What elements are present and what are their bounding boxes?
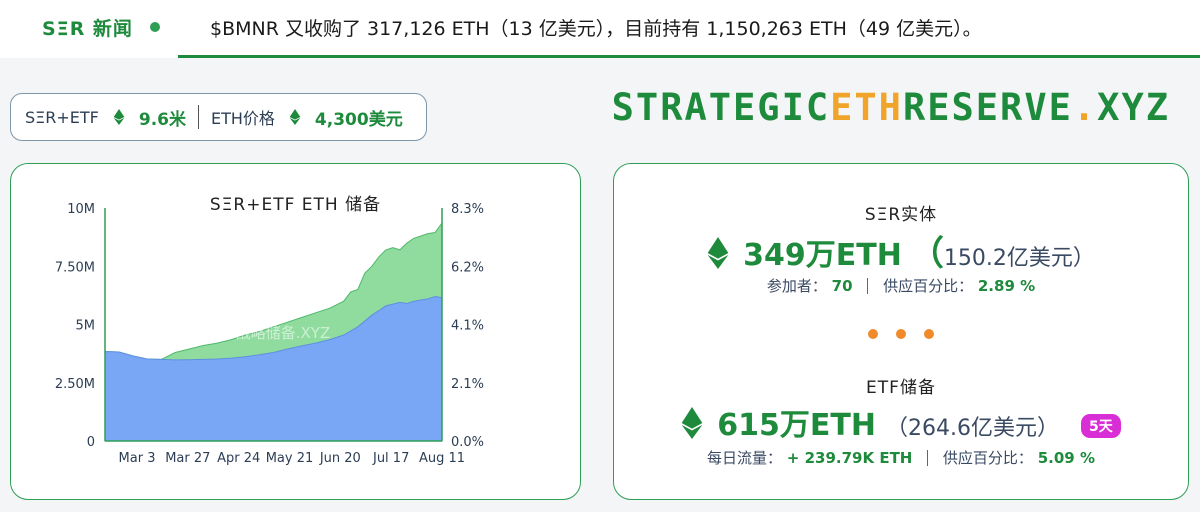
y-tick-label: 7.50M <box>55 260 95 275</box>
x-tick-label: May 21 <box>266 451 314 466</box>
eth-icon <box>113 109 125 125</box>
chart-title: SΞR+ETF ETH 储备 <box>209 195 382 215</box>
y2-tick-label: 4.1% <box>451 319 484 334</box>
eth-icon <box>289 109 301 125</box>
y-tick-label: 2.50M <box>55 377 95 392</box>
eth-price-value: 4,300美元 <box>314 109 403 130</box>
y2-tick-label: 8.3% <box>451 202 484 217</box>
etf-usd-value: （264.6亿美元） <box>885 416 1059 441</box>
etf-supply-label: 供应百分比： <box>942 449 1033 467</box>
ticker-brand: SΞR 新闻 <box>42 18 133 40</box>
x-tick-label: Jul 17 <box>372 451 409 466</box>
etf-details: 每日流量： + 239.79K ETH 供应百分比： 5.09 % <box>614 447 1188 468</box>
ser-amount: 349万ETH <box>743 238 902 273</box>
y-tick-label: 5M <box>76 319 96 334</box>
participants-value: 70 <box>831 277 853 295</box>
ser-etf-label: SΞR+ETF <box>25 107 99 127</box>
stats-pill: SΞR+ETF 9.6米 ETH价格 4,300美元 <box>10 93 427 141</box>
logo-accent: ETH <box>830 86 903 129</box>
y2-tick-label: 6.2% <box>451 260 484 275</box>
ticker-live-dot-icon <box>150 22 160 32</box>
reserve-chart-card: 战略储备.XYZ 0 2.50M 5M 7.50M 10M 0.0% 2.1% 4.1% 6.… <box>10 163 581 500</box>
etf-supply-value: 5.09 % <box>1037 449 1095 467</box>
ser-etf-value: 9.6米 <box>138 109 186 130</box>
eth-icon <box>707 237 729 269</box>
logo-dot: . <box>1072 86 1098 129</box>
etf-amount: 615万ETH <box>717 408 876 443</box>
logo-part: STRATEGIC <box>611 86 831 129</box>
reserve-summary-card: SΞR实体 349万ETH （150.2亿美元） 参加者： 70 供应百分比： 2… <box>613 163 1189 500</box>
ticker-underline <box>178 55 1200 58</box>
site-logo[interactable]: STRATEGICETHRESERVE.XYZ <box>612 86 1170 129</box>
etf-reserve-title: ETF储备 <box>866 378 936 398</box>
daily-flow-value: + 239.79K ETH <box>786 449 913 467</box>
ticker-headline[interactable]: $BMNR 又收购了 317,126 ETH（13 亿美元），目前持有 1,15… <box>210 18 982 40</box>
x-tick-label: Mar 3 <box>119 451 156 466</box>
chart-watermark: 战略储备.XYZ <box>236 324 330 342</box>
news-ticker: SΞR 新闻 $BMNR 又收购了 317,126 ETH（13 亿美元），目前… <box>0 0 1200 58</box>
ser-usd-value: 150.2亿美元） <box>943 246 1095 271</box>
eth-price-label: ETH价格 <box>211 109 275 128</box>
details-divider <box>927 450 929 466</box>
ser-paren: （ <box>909 234 944 274</box>
daily-flow-label: 每日流量： <box>707 449 783 467</box>
x-tick-label: Apr 24 <box>217 451 260 466</box>
ser-entity-title: SΞR实体 <box>864 205 938 225</box>
reserve-area-chart[interactable]: 战略储备.XYZ 0 2.50M 5M 7.50M 10M 0.0% 2.1% 4.1% 6.… <box>11 164 582 501</box>
ser-supply-label: 供应百分比： <box>883 277 974 295</box>
x-tick-label: Mar 27 <box>165 451 210 466</box>
y2-tick-label: 0.0% <box>451 435 484 450</box>
stats-divider <box>198 105 199 129</box>
x-tick-label: Jun 20 <box>319 451 361 466</box>
etf-amount-row: 615万ETH （264.6亿美元） 5天 <box>614 400 1188 444</box>
y-tick-label: 0 <box>87 435 95 450</box>
x-tick-label: Aug 11 <box>419 451 465 466</box>
y2-tick-label: 2.1% <box>451 377 484 392</box>
more-dots-icon <box>614 324 1188 343</box>
details-divider <box>867 278 869 294</box>
logo-part: RESERVE <box>902 86 1073 129</box>
ser-amount-row: 349万ETH （150.2亿美元） <box>614 226 1188 275</box>
participants-label: 参加者： <box>766 277 827 295</box>
y-tick-label: 10M <box>67 202 95 217</box>
eth-icon <box>681 407 703 439</box>
ser-details: 参加者： 70 供应百分比： 2.89 % <box>614 275 1188 296</box>
logo-part: XYZ <box>1097 86 1170 129</box>
period-badge[interactable]: 5天 <box>1080 414 1121 438</box>
ser-supply-value: 2.89 % <box>977 277 1036 295</box>
ser-area-series[interactable] <box>104 295 443 442</box>
